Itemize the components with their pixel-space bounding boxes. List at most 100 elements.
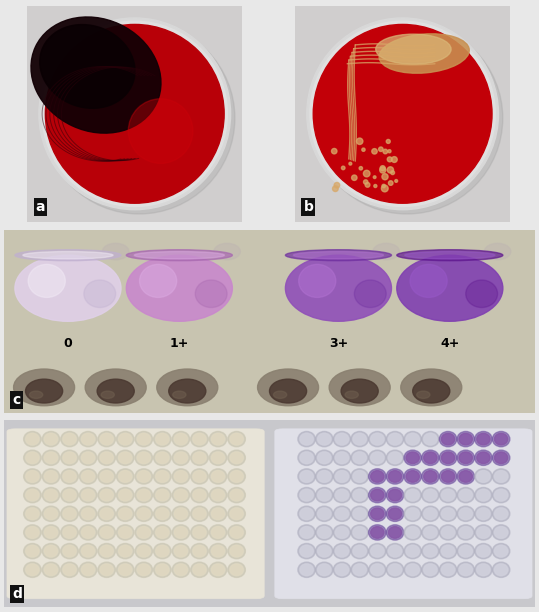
- Ellipse shape: [61, 487, 78, 503]
- Ellipse shape: [79, 469, 97, 484]
- Ellipse shape: [492, 524, 510, 540]
- Ellipse shape: [13, 369, 74, 406]
- Ellipse shape: [406, 471, 419, 482]
- Ellipse shape: [154, 450, 171, 466]
- Ellipse shape: [417, 391, 430, 398]
- Ellipse shape: [335, 564, 349, 575]
- Ellipse shape: [477, 564, 490, 575]
- Ellipse shape: [135, 450, 153, 466]
- Ellipse shape: [424, 527, 437, 538]
- Ellipse shape: [98, 450, 115, 466]
- Ellipse shape: [351, 562, 369, 578]
- Ellipse shape: [389, 545, 402, 557]
- Ellipse shape: [317, 433, 331, 445]
- Ellipse shape: [298, 450, 315, 466]
- Ellipse shape: [26, 527, 39, 538]
- Ellipse shape: [193, 433, 206, 445]
- Ellipse shape: [459, 452, 472, 463]
- Ellipse shape: [286, 250, 391, 261]
- Ellipse shape: [353, 452, 367, 463]
- Ellipse shape: [298, 469, 315, 484]
- Ellipse shape: [61, 469, 78, 484]
- Ellipse shape: [439, 487, 457, 503]
- Ellipse shape: [410, 264, 447, 297]
- Ellipse shape: [404, 469, 421, 484]
- Ellipse shape: [457, 487, 474, 503]
- Ellipse shape: [116, 562, 134, 578]
- Ellipse shape: [100, 527, 113, 538]
- Circle shape: [387, 157, 392, 162]
- Ellipse shape: [353, 490, 367, 501]
- Ellipse shape: [389, 527, 402, 538]
- Ellipse shape: [137, 471, 150, 482]
- Text: 4+: 4+: [440, 337, 460, 350]
- Ellipse shape: [98, 487, 115, 503]
- Ellipse shape: [172, 450, 190, 466]
- Ellipse shape: [404, 562, 421, 578]
- Ellipse shape: [424, 490, 437, 501]
- Ellipse shape: [230, 471, 243, 482]
- Ellipse shape: [379, 34, 469, 73]
- Ellipse shape: [369, 562, 386, 578]
- Ellipse shape: [353, 508, 367, 520]
- Ellipse shape: [63, 564, 76, 575]
- Ellipse shape: [315, 524, 333, 540]
- Ellipse shape: [459, 490, 472, 501]
- Ellipse shape: [457, 562, 474, 578]
- Ellipse shape: [79, 543, 97, 559]
- Circle shape: [307, 18, 499, 210]
- Ellipse shape: [386, 506, 404, 521]
- Ellipse shape: [353, 433, 367, 445]
- Circle shape: [382, 174, 388, 180]
- Ellipse shape: [492, 543, 510, 559]
- Ellipse shape: [174, 433, 188, 445]
- Ellipse shape: [457, 469, 474, 484]
- Ellipse shape: [386, 562, 404, 578]
- Ellipse shape: [24, 524, 41, 540]
- Ellipse shape: [191, 562, 208, 578]
- Ellipse shape: [172, 506, 190, 521]
- Ellipse shape: [354, 280, 386, 307]
- Ellipse shape: [24, 469, 41, 484]
- Ellipse shape: [371, 471, 384, 482]
- Ellipse shape: [26, 564, 39, 575]
- Ellipse shape: [441, 490, 455, 501]
- Ellipse shape: [193, 490, 206, 501]
- Ellipse shape: [31, 17, 161, 133]
- Ellipse shape: [404, 524, 421, 540]
- Ellipse shape: [100, 564, 113, 575]
- Ellipse shape: [492, 469, 510, 484]
- Ellipse shape: [61, 562, 78, 578]
- Ellipse shape: [230, 452, 243, 463]
- Ellipse shape: [79, 506, 97, 521]
- Ellipse shape: [345, 391, 358, 398]
- Text: d: d: [12, 587, 22, 601]
- Ellipse shape: [441, 527, 455, 538]
- Ellipse shape: [475, 469, 492, 484]
- Ellipse shape: [135, 487, 153, 503]
- Circle shape: [334, 182, 340, 188]
- Ellipse shape: [15, 250, 121, 261]
- Ellipse shape: [475, 431, 492, 447]
- Ellipse shape: [389, 433, 402, 445]
- Ellipse shape: [329, 369, 390, 406]
- Ellipse shape: [230, 490, 243, 501]
- Ellipse shape: [315, 487, 333, 503]
- Ellipse shape: [477, 433, 490, 445]
- Circle shape: [388, 150, 391, 153]
- Ellipse shape: [100, 490, 113, 501]
- Ellipse shape: [270, 379, 307, 403]
- Ellipse shape: [209, 431, 227, 447]
- Ellipse shape: [371, 452, 384, 463]
- Circle shape: [310, 21, 495, 206]
- Ellipse shape: [81, 452, 95, 463]
- Ellipse shape: [335, 490, 349, 501]
- Ellipse shape: [477, 508, 490, 520]
- Ellipse shape: [397, 250, 503, 261]
- Ellipse shape: [389, 508, 402, 520]
- Ellipse shape: [119, 527, 132, 538]
- Ellipse shape: [397, 255, 503, 321]
- Ellipse shape: [315, 506, 333, 521]
- Ellipse shape: [494, 508, 508, 520]
- Ellipse shape: [156, 527, 169, 538]
